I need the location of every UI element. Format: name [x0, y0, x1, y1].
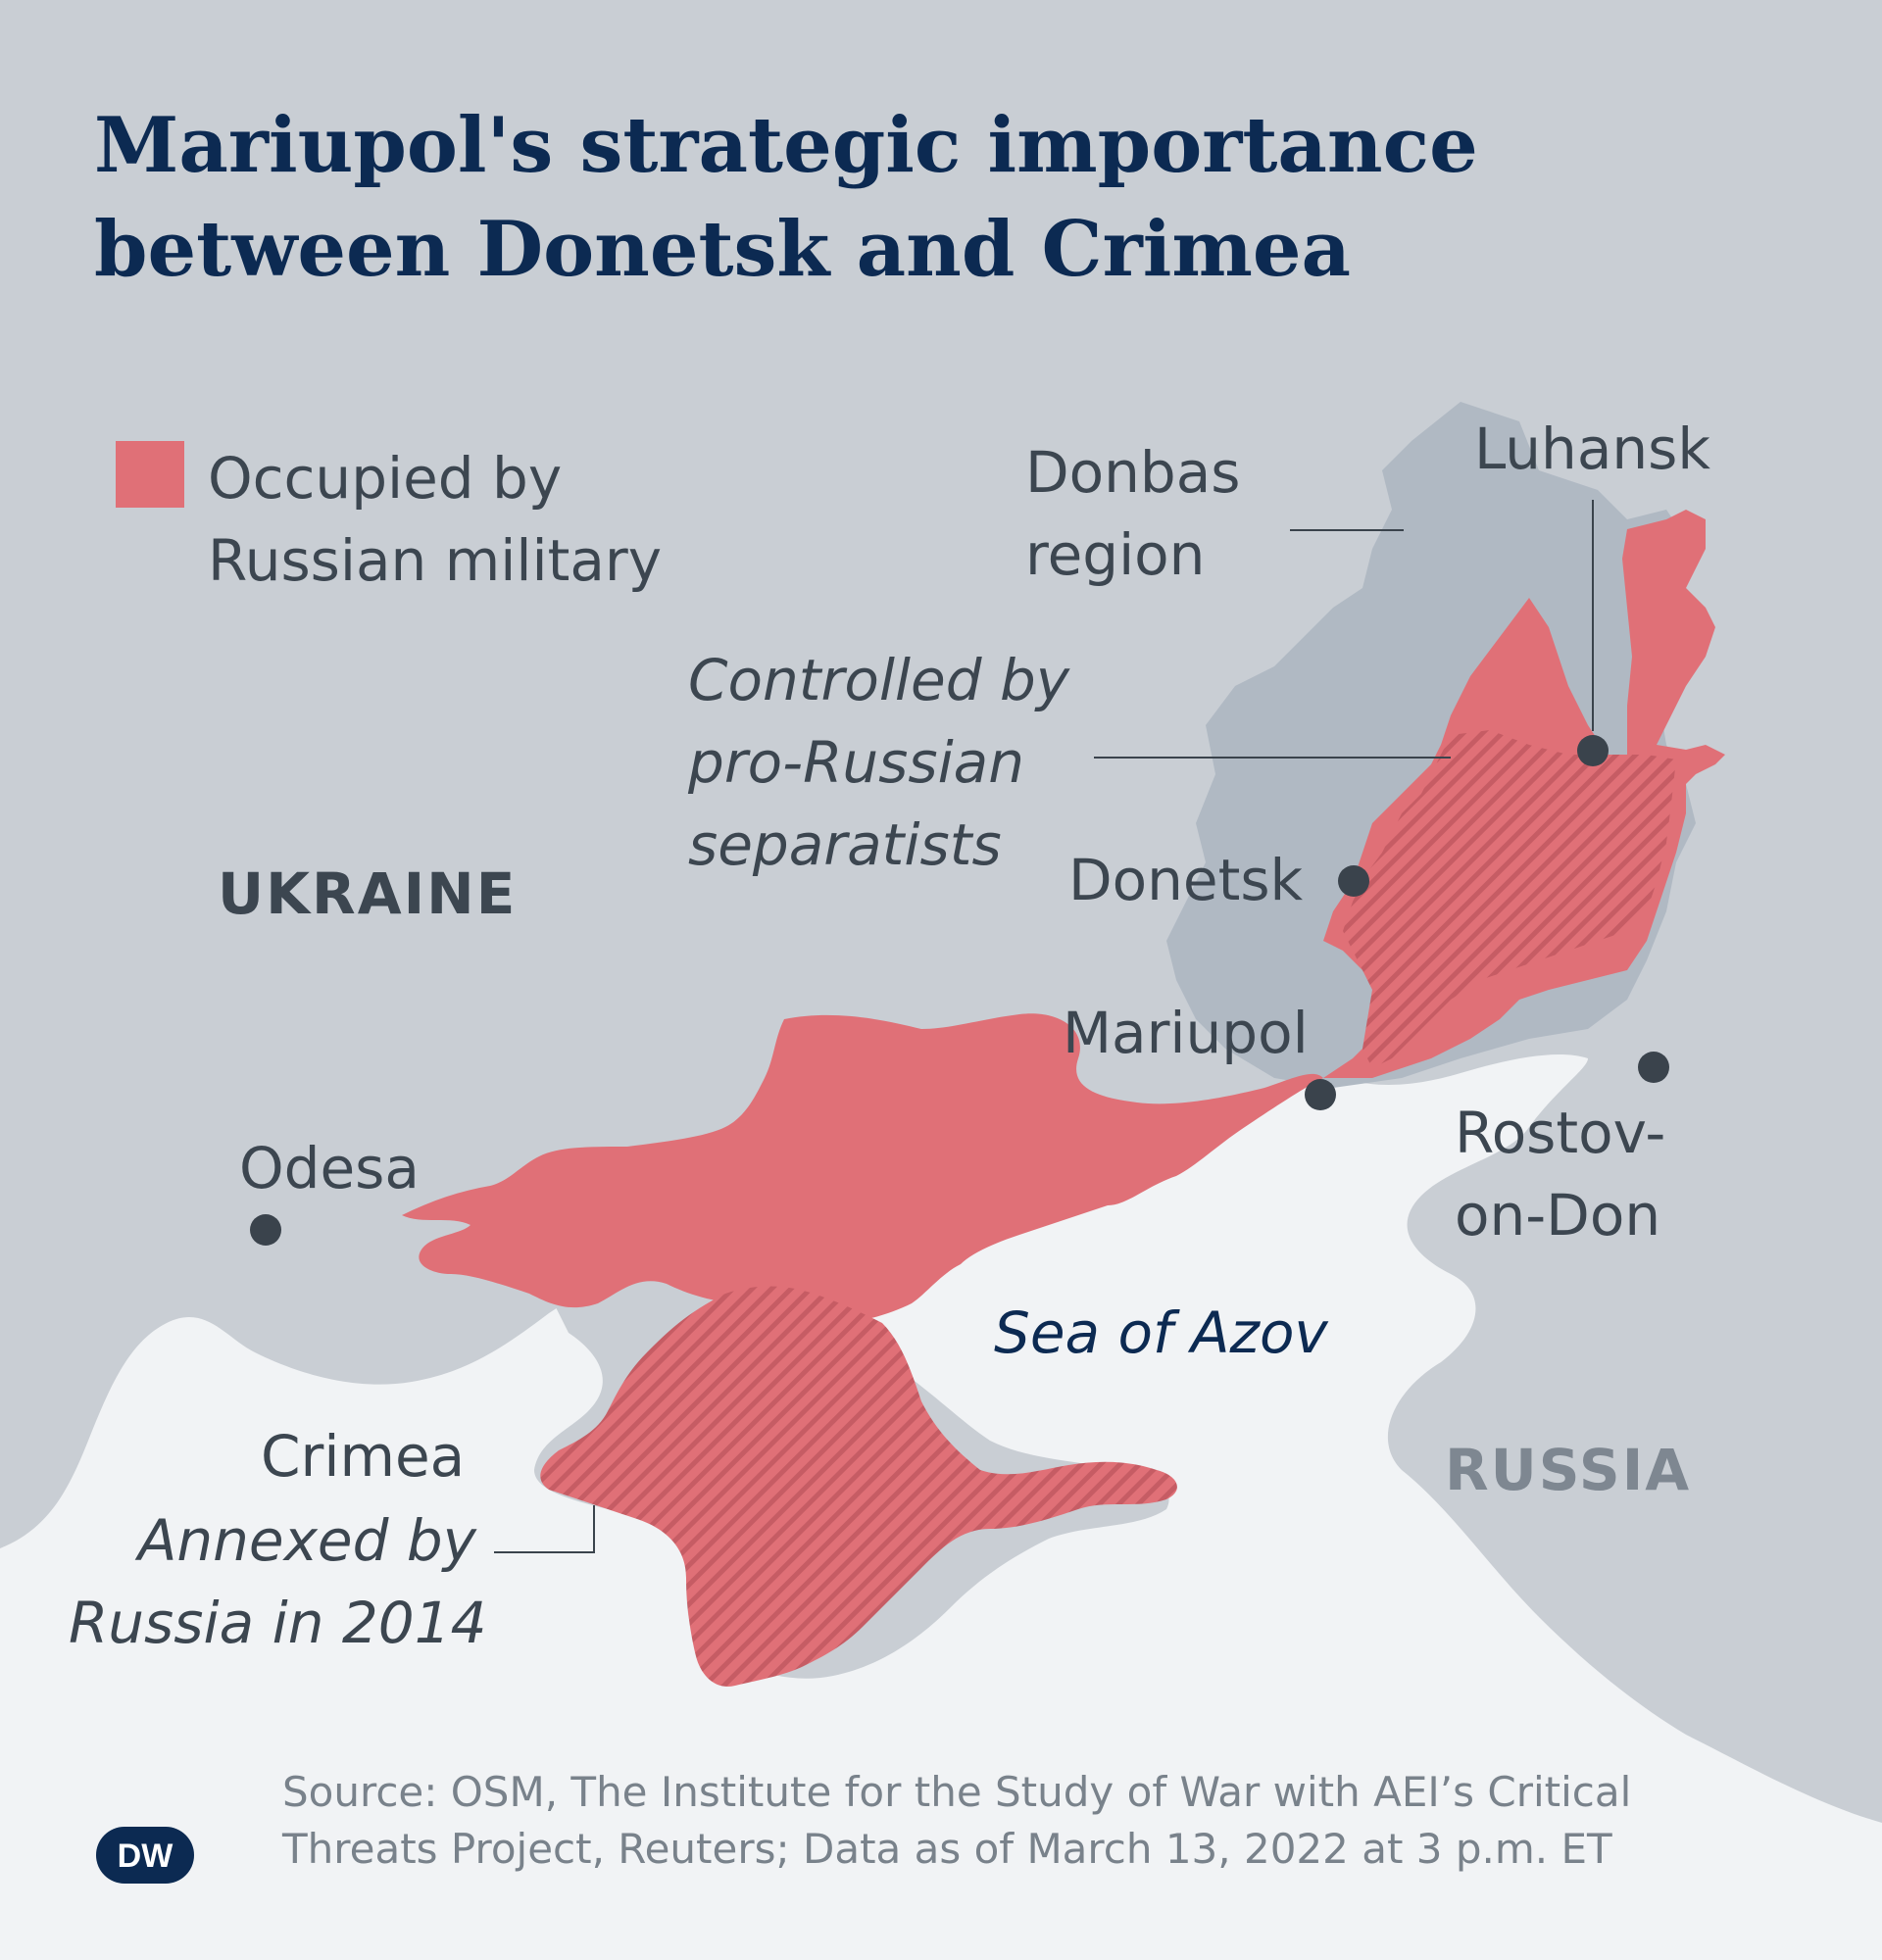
separatist-held-area	[1343, 730, 1676, 1068]
crimea-leader-line	[494, 1505, 595, 1553]
donbas-region-label: Donbas region	[1025, 431, 1240, 596]
donetsk-label: Donetsk	[1068, 847, 1304, 913]
country-label-russia: RUSSIA	[1445, 1437, 1692, 1503]
donbas-line-1: Donbas	[1025, 439, 1241, 506]
source-note: Source: OSM, The Institute for the Study…	[282, 1764, 1631, 1878]
separatists-line-1: Controlled by	[688, 647, 1070, 713]
title-line-1: Mariupol's strategic importance	[94, 101, 1478, 190]
separatists-annotation: Controlled by pro-Russian separatists	[688, 639, 1069, 886]
donbas-line-2: region	[1025, 521, 1206, 588]
odesa-marker	[250, 1214, 281, 1246]
crimea-note-line-2: Russia in 2014	[69, 1590, 487, 1656]
legend-label-occupied: Occupied by Russian military	[208, 437, 662, 602]
title-line-2: between Donetsk and Crimea	[94, 205, 1352, 294]
crimea-annexed-area	[540, 1286, 1177, 1687]
luhansk-label: Luhansk	[1474, 416, 1710, 482]
donetsk-marker	[1338, 865, 1369, 897]
crimea-label: Crimea	[261, 1423, 466, 1490]
crimea-note-line-1: Annexed by	[137, 1507, 476, 1574]
legend-line-2: Russian military	[208, 527, 663, 594]
crimea-annexed-note: Annexed by Russia in 2014	[69, 1499, 487, 1664]
source-line-1: Source: OSM, The Institute for the Study…	[282, 1768, 1632, 1816]
dw-logo-text: DW	[118, 1838, 174, 1875]
rostov-line-2: on-Don	[1455, 1182, 1661, 1249]
source-line-2: Threats Project, Reuters; Data as of Mar…	[282, 1825, 1612, 1873]
legend-swatch-occupied	[116, 441, 184, 508]
occupied-southern-corridor	[402, 1013, 1323, 1323]
separatists-line-2: pro-Russian	[688, 729, 1024, 796]
rostov-line-1: Rostov-	[1455, 1100, 1666, 1166]
sea-of-azov-label: Sea of Azov	[994, 1299, 1328, 1366]
mariupol-label: Mariupol	[1063, 1000, 1309, 1066]
rostov-on-don-label: Rostov- on-Don	[1455, 1092, 1665, 1256]
mariupol-marker	[1305, 1079, 1336, 1110]
annotation-leader-lines	[494, 500, 1594, 1553]
page-title: Mariupol's strategic importance between …	[94, 94, 1478, 302]
rostov-marker	[1638, 1052, 1669, 1083]
country-label-ukraine: UKRAINE	[218, 860, 518, 927]
separatists-line-3: separatists	[688, 811, 1002, 878]
odesa-label: Odesa	[239, 1135, 420, 1201]
luhansk-marker	[1577, 735, 1609, 766]
dw-logo: DW	[96, 1827, 194, 1884]
legend-line-1: Occupied by	[208, 445, 563, 512]
